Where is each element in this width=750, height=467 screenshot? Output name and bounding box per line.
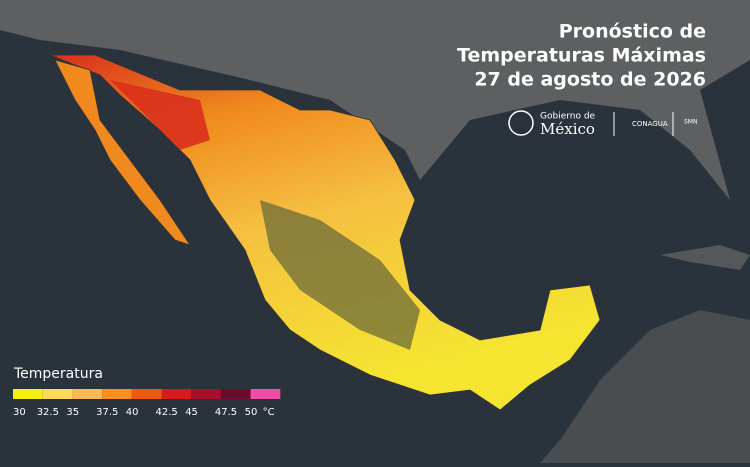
legend-tick-label: 45 bbox=[185, 407, 198, 418]
legend-swatch bbox=[250, 389, 281, 399]
gobierno-emblem bbox=[508, 110, 534, 136]
legend-tick-label: 35 bbox=[66, 407, 79, 418]
legend-swatch bbox=[72, 389, 103, 399]
legend-title: Temperatura bbox=[13, 366, 103, 382]
highlands bbox=[260, 200, 420, 350]
legend-tick-label: 42.5 bbox=[156, 407, 178, 418]
legend-swatch bbox=[102, 389, 132, 399]
legend-swatch bbox=[191, 389, 221, 399]
legend-swatch bbox=[161, 389, 192, 399]
title-line: Pronóstico de bbox=[559, 21, 706, 43]
legend-swatch bbox=[42, 389, 73, 399]
legend-tick-label: 47.5 bbox=[215, 407, 237, 418]
usa-land bbox=[0, 0, 750, 200]
legend-swatch bbox=[13, 389, 43, 399]
logo-text: México bbox=[540, 120, 595, 138]
legend-tick-label: 30 bbox=[13, 407, 26, 418]
legend-tick-label: 37.5 bbox=[96, 407, 118, 418]
legend-swatch bbox=[131, 389, 162, 399]
title-line: 27 de agosto de 2026 bbox=[474, 69, 706, 91]
legend-swatch bbox=[220, 389, 251, 399]
logo-text: SMN bbox=[684, 119, 697, 126]
legend-tick-label: 32.5 bbox=[37, 407, 59, 418]
logo-text: CONAGUA bbox=[632, 120, 668, 128]
cuba bbox=[660, 245, 750, 270]
central-america-land bbox=[540, 310, 750, 463]
logo-text: Gobierno de bbox=[540, 112, 596, 122]
legend-tick-label: 40 bbox=[126, 407, 139, 418]
legend-unit: °C bbox=[263, 407, 275, 418]
legend-tick-label: 50 bbox=[245, 407, 258, 418]
hot-zone-sonora bbox=[110, 80, 210, 150]
baja-california bbox=[54, 59, 191, 246]
title-line: Temperaturas Máximas bbox=[457, 45, 706, 67]
